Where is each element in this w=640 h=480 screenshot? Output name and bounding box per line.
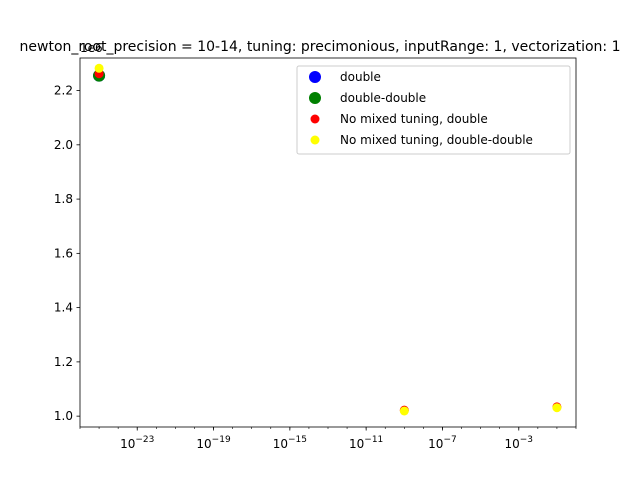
chart-title: newton_root_precision = 10-14, tuning: p… xyxy=(20,39,621,55)
y-tick-label: 1.0 xyxy=(54,409,73,423)
legend-label: No mixed tuning, double xyxy=(340,112,488,126)
legend-label: No mixed tuning, double-double xyxy=(340,133,533,147)
y-tick-label: 1.4 xyxy=(54,301,73,315)
x-tick-label: 10−7 xyxy=(428,435,457,451)
legend-label: double-double xyxy=(340,91,426,105)
x-tick-label: 10−3 xyxy=(504,435,533,451)
y-tick-label: 1.6 xyxy=(54,246,73,260)
y-axis: 1.0 1.2 1.4 1.6 1.8 2.0 2.2 xyxy=(54,84,80,423)
legend-marker xyxy=(310,135,320,145)
legend-box xyxy=(296,65,571,155)
x-axis: 10−23 10−19 10−15 10−11 10−7 10−3 xyxy=(79,427,577,451)
x-tick-label: 10−23 xyxy=(120,435,154,451)
x-tick-label: 10−15 xyxy=(273,435,307,451)
y-tick-label: 2.2 xyxy=(54,84,73,98)
data-point xyxy=(399,406,409,416)
data-point xyxy=(94,63,104,73)
legend: double double-double No mixed tuning, doub… xyxy=(296,65,571,155)
y-tick-label: 1.2 xyxy=(54,355,73,369)
data-point xyxy=(552,403,562,413)
legend-label: double xyxy=(340,70,381,84)
y-axis-offset-label: 1e6 xyxy=(80,41,103,55)
x-tick-label: 10−19 xyxy=(196,435,231,451)
legend-marker xyxy=(309,71,321,83)
x-tick-label: 10−11 xyxy=(349,435,383,451)
y-tick-label: 2.0 xyxy=(54,138,73,152)
data-points xyxy=(93,63,562,416)
y-tick-label: 1.8 xyxy=(54,192,73,206)
legend-marker xyxy=(310,114,320,124)
legend-marker xyxy=(309,92,321,104)
